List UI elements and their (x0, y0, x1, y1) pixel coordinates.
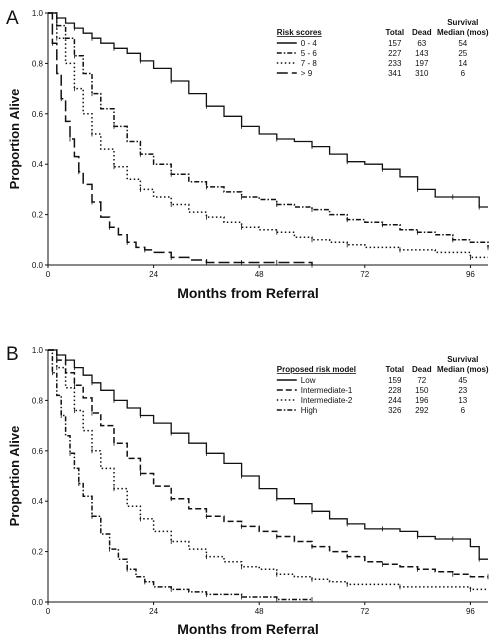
legend-row-dead: 72 (417, 376, 426, 385)
legend-row-dead: 150 (415, 386, 429, 395)
legend-header-survival: Survival (447, 355, 478, 364)
x-tick-label: 0 (46, 607, 51, 616)
legend-row-total: 157 (388, 39, 402, 48)
chart-panel-a: A 0.0 0.2 0.4 0.6 0.8 1.0 0 24 48 72 96 Months from … (6, 8, 489, 301)
legend-row-total: 227 (388, 49, 402, 58)
y-tick-label: 1.0 (32, 346, 44, 355)
x-tick-label: 72 (360, 607, 369, 616)
legend-header-dead: Dead (412, 365, 432, 374)
legend-row-total: 341 (388, 69, 402, 78)
panel-label: B (6, 344, 19, 365)
chart-panel-b: B 0.0 0.2 0.4 0.6 0.8 1.0 0 24 48 72 96 Months from … (6, 344, 489, 637)
legend-row-median: 13 (458, 396, 467, 405)
legend-row-median: 6 (461, 406, 466, 415)
legend-row-total: 233 (388, 59, 402, 68)
legend-row-median: 23 (458, 386, 467, 395)
legend-row-median: 45 (458, 376, 467, 385)
legend-row-dead: 310 (415, 69, 429, 78)
legend-row-label: Intermediate-1 (301, 386, 353, 395)
y-tick-label: 0.2 (32, 548, 44, 557)
x-tick-label: 48 (255, 607, 264, 616)
y-tick-label: 0.2 (32, 211, 44, 220)
y-tick-label: 0.8 (32, 59, 44, 68)
x-tick-label: 72 (360, 270, 369, 279)
legend-row-total: 159 (388, 376, 402, 385)
y-axis-title: Proportion Alive (7, 89, 22, 190)
x-tick-label: 24 (149, 607, 158, 616)
legend-header-median: Median (mos) (437, 365, 489, 374)
legend-row-label: 7 - 8 (301, 59, 318, 68)
series-line-4 (48, 349, 312, 601)
y-tick-label: 0.4 (32, 160, 44, 169)
series-line-4 (48, 12, 313, 265)
legend-row-label: High (301, 406, 317, 415)
legend-row-dead: 143 (415, 49, 429, 58)
legend-row-label: 0 - 4 (301, 39, 318, 48)
legend-header-dead: Dead (412, 28, 432, 37)
legend-row-label: Low (301, 376, 316, 385)
y-tick-label: 0.8 (32, 396, 44, 405)
legend-row-median: 54 (458, 39, 467, 48)
legend: Survival Risk scores Total Dead Median (mos)… (276, 18, 489, 78)
x-tick-label: 96 (466, 607, 475, 616)
legend-row-median: 14 (458, 59, 467, 68)
legend-header-total: Total (386, 365, 405, 374)
x-tick-label: 24 (149, 270, 158, 279)
legend-header-median: Median (mos) (437, 28, 489, 37)
series-line-2 (48, 349, 488, 578)
legend-row-total: 244 (388, 396, 402, 405)
y-tick-label: 0.0 (32, 598, 44, 607)
legend-row-total: 228 (388, 386, 402, 395)
legend-row-total: 326 (388, 406, 402, 415)
legend-row-median: 6 (461, 69, 466, 78)
series-line-3 (48, 12, 488, 259)
panel-label: A (6, 8, 19, 29)
legend: Survival Proposed risk model Total Dead Medi… (276, 355, 489, 415)
legend-row-label: Intermediate-2 (301, 396, 353, 405)
x-tick-label: 96 (466, 270, 475, 279)
legend-row-label: > 9 (301, 69, 313, 78)
legend-row-dead: 292 (415, 406, 429, 415)
y-tick-label: 0.6 (32, 110, 44, 119)
x-axis-title: Months from Referral (177, 285, 319, 301)
legend-header-survival: Survival (447, 18, 478, 27)
series-line-3 (48, 349, 488, 591)
y-tick-label: 0.4 (32, 497, 44, 506)
y-tick-label: 0.0 (32, 261, 44, 270)
series-line-2 (48, 12, 489, 248)
x-axis-title: Months from Referral (177, 621, 319, 637)
x-tick-label: 0 (46, 270, 51, 279)
legend-row-dead: 63 (417, 39, 426, 48)
y-tick-label: 0.6 (32, 447, 44, 456)
legend-row-median: 25 (458, 49, 467, 58)
series-line-1 (48, 349, 488, 560)
legend-title: Risk scores (277, 28, 322, 37)
legend-row-dead: 196 (415, 396, 429, 405)
x-tick-label: 48 (255, 270, 264, 279)
legend-title: Proposed risk model (277, 365, 356, 374)
legend-header-total: Total (386, 28, 405, 37)
y-tick-label: 1.0 (32, 9, 44, 18)
y-axis-title: Proportion Alive (7, 426, 22, 527)
legend-row-dead: 197 (415, 59, 429, 68)
legend-row-label: 5 - 6 (301, 49, 318, 58)
